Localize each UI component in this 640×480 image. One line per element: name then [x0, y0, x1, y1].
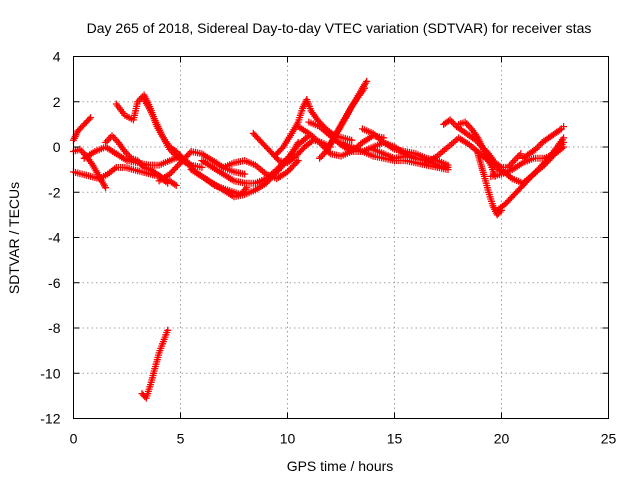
data-point-markers [498, 139, 568, 187]
data-point-markers [219, 157, 302, 183]
data-point-markers [316, 84, 368, 162]
x-tick-label: 5 [177, 431, 185, 447]
y-tick-label: -10 [40, 365, 60, 381]
y-tick-label: 2 [53, 94, 61, 110]
y-tick-label: -6 [48, 275, 61, 291]
data-point-markers [519, 123, 568, 162]
data-point-markers [474, 150, 505, 219]
x-tick-label: 0 [70, 431, 78, 447]
y-axis-label: SDTVAR / TECUs [6, 182, 22, 294]
y-tick-label: 0 [53, 139, 61, 155]
data-point-markers [369, 145, 452, 171]
y-tick-label: -2 [48, 184, 61, 200]
x-axis-label: GPS time / hours [287, 458, 394, 474]
series-arc7 [138, 326, 172, 402]
series-arc5 [102, 132, 180, 189]
data-point-markers [138, 326, 172, 402]
series-arc22 [423, 134, 505, 176]
y-tick-label: -12 [40, 411, 60, 427]
axis-ticks [73, 56, 609, 419]
grid [73, 56, 609, 419]
series-arc25 [474, 150, 505, 219]
x-tick-label: 15 [387, 431, 403, 447]
x-tick-label: 20 [494, 431, 510, 447]
y-tick-label: 4 [53, 49, 61, 65]
series-arc11 [198, 132, 313, 187]
series-arc14 [271, 96, 356, 160]
tick-labels: 0 5 10 15 20 25 -12 -10 -8 -6 -4 -2 0 2 4 [40, 49, 616, 447]
chart-title: Day 265 of 2018, Sidereal Day-to-day VTE… [87, 20, 592, 36]
x-tick-label: 25 [601, 431, 617, 447]
series-arc24 [455, 118, 499, 180]
series-arc21 [369, 145, 452, 171]
series-arc29 [519, 123, 568, 162]
series-arc18 [316, 84, 368, 162]
x-tick-label: 10 [280, 431, 296, 447]
data-point-markers [423, 134, 505, 176]
y-tick-label: -4 [48, 230, 61, 246]
y-tick-label: -8 [48, 320, 61, 336]
data-point-markers [102, 132, 180, 189]
data-points [70, 77, 568, 402]
data-point-markers [455, 118, 499, 180]
series-arc28 [498, 139, 568, 187]
series-arc12 [219, 157, 302, 183]
data-point-markers [271, 96, 356, 160]
data-point-markers [198, 132, 313, 187]
